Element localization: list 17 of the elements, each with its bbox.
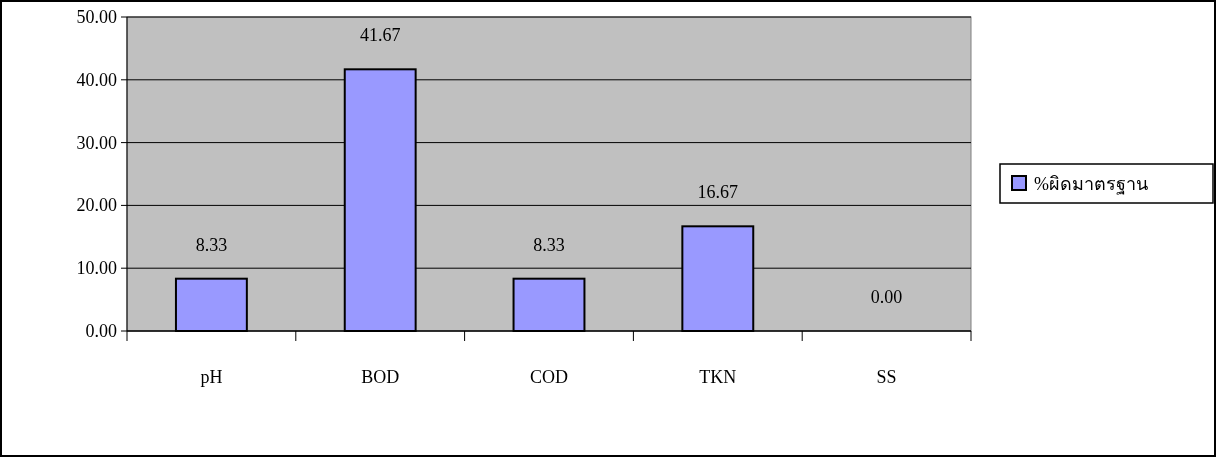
x-tick-label: SS [876,367,897,387]
y-tick-label: 10.00 [76,258,117,279]
y-tick-label: 30.00 [76,132,117,153]
y-tick-label: 50.00 [76,7,117,27]
y-tick-label: 0.00 [85,321,117,341]
data-label: 0.00 [870,287,903,307]
data-label: 16.67 [697,182,739,203]
x-tick-label: pH [200,367,223,387]
x-tick-label: TKN [699,367,737,387]
x-tick-label: COD [529,367,569,387]
data-label: 8.33 [533,234,565,255]
y-tick-label: 20.00 [76,195,117,216]
data-label: 8.33 [195,234,228,255]
x-tick-label: BOD [361,367,400,387]
y-tick-label: 40.00 [76,69,117,90]
data-label: 41.67 [359,25,401,46]
legend-label: %ผิดมาตรฐาน [1034,174,1148,195]
